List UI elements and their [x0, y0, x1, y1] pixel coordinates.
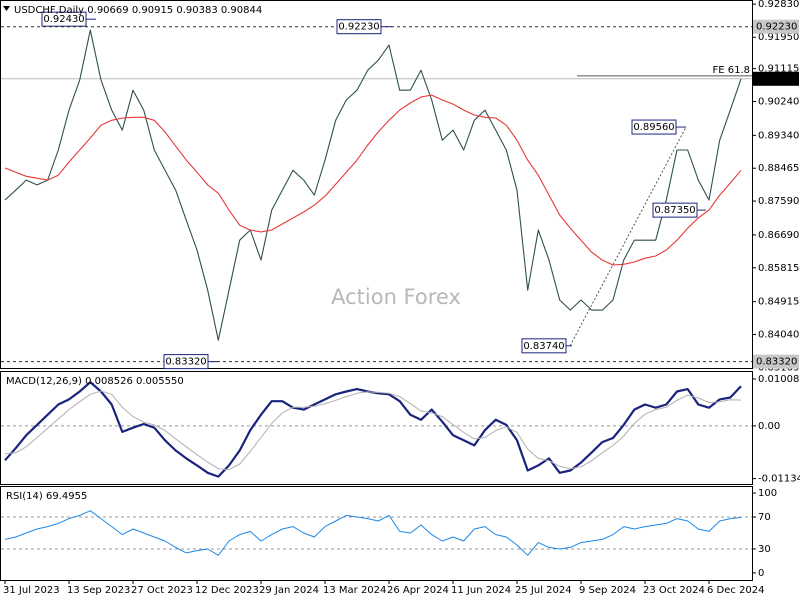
- x-tick-label: 9 Sep 2024: [579, 585, 636, 596]
- series-line: [4, 510, 742, 556]
- annotation-box: [41, 11, 87, 27]
- trend-line: [569, 126, 687, 347]
- axis-tag: [753, 354, 799, 369]
- x-tick-label: 27 Oct 2023: [131, 585, 193, 596]
- y-tick-label: 0.90240: [758, 96, 799, 107]
- y-tick-label: 0.87590: [758, 196, 799, 207]
- x-tick-label: 23 Oct 2024: [643, 585, 705, 596]
- panel-frame: [0, 0, 753, 369]
- y-tick-label: -0.011342: [758, 474, 800, 485]
- panel-title: RSI(14) 69.4955: [6, 491, 87, 502]
- y-tick-label: 0.89340: [758, 130, 799, 141]
- annotation-box: [652, 202, 698, 218]
- annotation-box: [631, 119, 677, 135]
- x-tick-label: 12 Dec 2023: [195, 585, 259, 596]
- panel-title: MACD(12,26,9) 0.008526 0.005550: [6, 376, 184, 387]
- y-tick-label: 0.86690: [758, 230, 799, 241]
- x-tick-label: 25 Jul 2024: [515, 585, 572, 596]
- x-tick-label: 26 Apr 2024: [387, 585, 449, 596]
- fe-label: FE 61.8: [712, 65, 750, 76]
- y-tick-label: 0.010086: [758, 374, 800, 385]
- x-tick-label: 6 Dec 2024: [707, 585, 765, 596]
- y-tick-label: 0.91115: [758, 64, 799, 75]
- axis-tag: [753, 19, 799, 34]
- annotation-label: 0.92430: [43, 14, 84, 25]
- x-tick-label: 13 Mar 2024: [323, 585, 386, 596]
- y-tick-label: 70: [758, 512, 771, 523]
- last-price-tag: [753, 71, 799, 86]
- x-tick-label: 29 Jan 2024: [259, 585, 319, 596]
- watermark: Action Forex: [331, 285, 461, 309]
- title-icon: [3, 6, 10, 11]
- y-tick-label: 100: [758, 488, 777, 499]
- axis-tag-label: 0.83320: [756, 357, 797, 368]
- annotation-label: 0.83740: [523, 341, 564, 352]
- y-tick-label: 30: [758, 544, 771, 555]
- annotation-label: 0.87350: [654, 205, 695, 216]
- x-tick-label: 31 Jul 2023: [3, 585, 60, 596]
- y-tick-label: 0.88465: [758, 163, 799, 174]
- panel-frame: [0, 371, 753, 485]
- y-tick-label: 0.84040: [758, 330, 799, 341]
- annotation-label: 0.89560: [633, 122, 674, 133]
- series-line: [4, 29, 742, 341]
- y-tick-label: 0.00: [758, 421, 780, 432]
- y-tick-label: 0.91950: [758, 32, 799, 43]
- last-price-label: 0.90844: [756, 74, 797, 85]
- panel-title: USDCHF,Daily 0.90669 0.90915 0.90383 0.9…: [14, 5, 262, 16]
- annotation-label: 0.83320: [165, 357, 206, 368]
- series-line: [4, 390, 742, 471]
- axis-tag-label: 0.92230: [756, 22, 797, 33]
- y-tick-label: 0.85815: [758, 263, 799, 274]
- annotation-box: [163, 354, 209, 370]
- y-tick-label: 0.84915: [758, 297, 799, 308]
- y-tick-label: 0.92830: [758, 0, 799, 10]
- x-tick-label: 13 Sep 2023: [67, 585, 130, 596]
- annotation-label: 0.92230: [338, 22, 379, 33]
- annotation-box: [336, 19, 382, 35]
- annotation-box: [521, 338, 567, 354]
- series-line: [4, 94, 742, 266]
- y-tick-label: 0: [758, 568, 764, 579]
- panel-frame: [0, 486, 753, 581]
- x-tick-label: 11 Jun 2024: [451, 585, 511, 596]
